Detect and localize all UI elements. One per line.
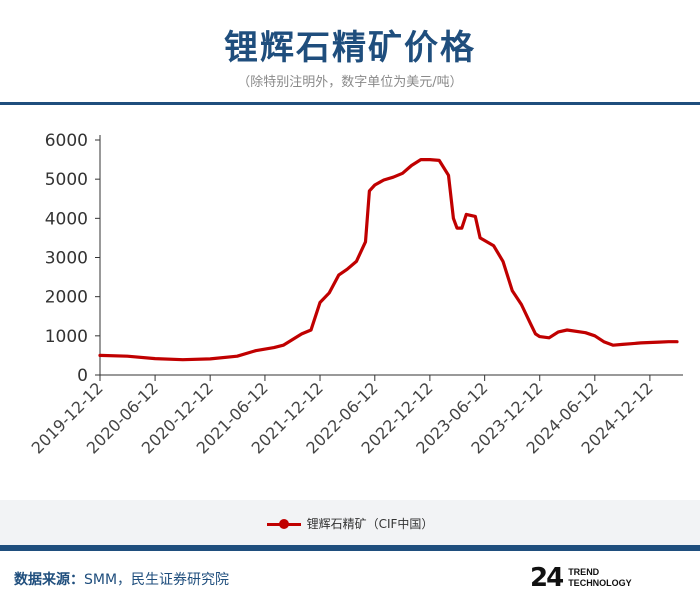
line-chart: 01000200030004000500060002019-12-122020-…: [0, 105, 700, 500]
y-tick-label: 3000: [45, 249, 88, 269]
y-tick-label: 4000: [45, 209, 88, 229]
series-line: [100, 160, 677, 360]
y-tick-label: 2000: [45, 288, 88, 308]
legend-series-label: 锂辉石精矿（CIF中国）: [307, 515, 434, 532]
footer-divider: [0, 545, 700, 551]
y-tick-label: 0: [77, 366, 88, 386]
y-tick-label: 6000: [45, 131, 88, 151]
brand-line-1: TREND: [568, 567, 599, 577]
source-text: SMM，民生证券研究院: [84, 572, 229, 588]
y-tick-label: 1000: [45, 327, 88, 347]
legend-line-marker-icon: [267, 518, 301, 530]
chart-legend: 锂辉石精矿（CIF中国）: [0, 515, 700, 532]
y-tick-label: 5000: [45, 170, 88, 190]
brand-line-2: TECHNOLOGY: [568, 578, 632, 588]
data-source: 数据来源：SMM，民生证券研究院: [14, 569, 229, 589]
source-label: 数据来源：: [14, 572, 84, 588]
brand-logo: 24 TREND TECHNOLOGY: [530, 563, 632, 593]
page-title: 锂辉石精矿价格: [0, 20, 700, 69]
page-subtitle: （除特别注明外，数字单位为美元/吨）: [0, 71, 700, 90]
brand-mark: 24: [530, 563, 562, 593]
brand-text: TREND TECHNOLOGY: [568, 567, 632, 589]
